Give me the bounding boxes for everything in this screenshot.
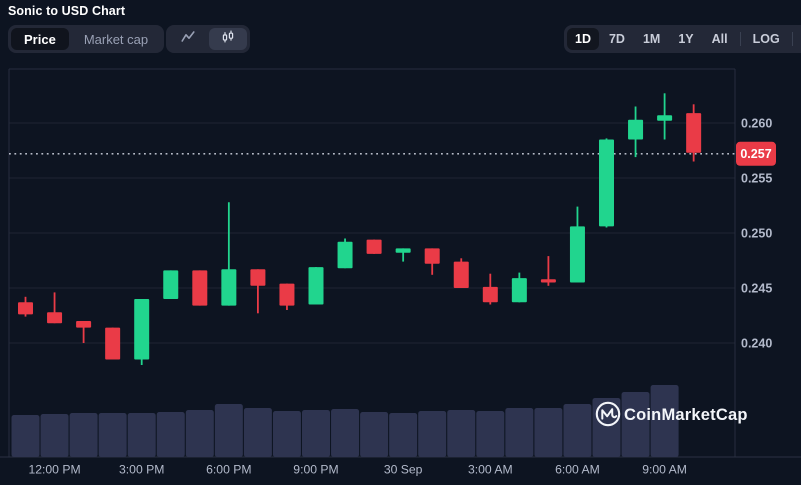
volume-bar bbox=[621, 392, 650, 457]
volume-bar bbox=[11, 415, 40, 457]
volume-bar bbox=[127, 413, 156, 457]
chart-header: Sonic to USD Chart Price Market cap bbox=[0, 0, 801, 60]
candle-body bbox=[192, 270, 208, 306]
volume-bar bbox=[98, 413, 127, 457]
volume-bar bbox=[563, 404, 592, 457]
current-price-badge-text: 0.257 bbox=[740, 147, 771, 161]
volume-bar bbox=[476, 411, 505, 457]
candle-body bbox=[686, 113, 702, 153]
price-axis-label: 0.255 bbox=[741, 171, 772, 185]
candle-body bbox=[76, 321, 92, 328]
candle-body bbox=[308, 267, 324, 305]
candle-body bbox=[337, 241, 353, 269]
coinmarketcap-logo-m bbox=[601, 408, 618, 420]
range-all-button[interactable]: All bbox=[711, 32, 728, 46]
chart-type-toggle bbox=[166, 25, 250, 53]
candle-body bbox=[511, 278, 527, 303]
candle-body bbox=[105, 327, 121, 360]
line-chart-button[interactable] bbox=[169, 28, 207, 50]
volume-bar bbox=[214, 404, 243, 457]
time-axis-label: 30 Sep bbox=[384, 463, 423, 477]
watermark-text: CoinMarketCap bbox=[624, 406, 748, 424]
page-title: Sonic to USD Chart bbox=[8, 4, 126, 18]
range-1d-button[interactable]: 1D bbox=[567, 28, 599, 50]
volume-bar bbox=[40, 414, 69, 457]
time-axis-label: 3:00 AM bbox=[468, 463, 513, 477]
price-tab[interactable]: Price bbox=[11, 28, 69, 50]
toolbar-divider bbox=[739, 32, 741, 46]
volume-bar bbox=[156, 412, 185, 457]
candle-body bbox=[540, 279, 556, 283]
candle-body bbox=[424, 248, 440, 264]
log-scale-button[interactable]: LOG bbox=[752, 32, 780, 46]
toolbar-divider bbox=[791, 32, 793, 46]
volume-bar bbox=[418, 411, 447, 457]
time-axis-label: 12:00 PM bbox=[28, 463, 80, 477]
candle-body bbox=[482, 286, 498, 303]
time-axis-label: 9:00 PM bbox=[293, 463, 338, 477]
volume-bar bbox=[243, 408, 272, 457]
volume-bar bbox=[302, 410, 330, 457]
time-range-toolbar: 1D 7D 1M 1Y All LOG ⋯ bbox=[564, 25, 801, 53]
candle-body bbox=[18, 302, 33, 315]
price-axis-label: 0.240 bbox=[741, 336, 772, 350]
range-1y-button[interactable]: 1Y bbox=[678, 32, 694, 46]
price-axis-label: 0.245 bbox=[741, 281, 772, 295]
candle-body bbox=[163, 270, 179, 299]
volume-bar bbox=[331, 409, 360, 457]
volume-bar bbox=[185, 410, 214, 457]
volume-bar bbox=[447, 410, 476, 457]
candle-body bbox=[279, 283, 295, 306]
candle-body bbox=[657, 115, 673, 121]
candlestick-icon bbox=[220, 29, 236, 50]
time-axis-label: 3:00 PM bbox=[119, 463, 164, 477]
volume-bar bbox=[534, 408, 563, 457]
range-1m-button[interactable]: 1M bbox=[642, 32, 661, 46]
time-axis-label: 9:00 AM bbox=[642, 463, 687, 477]
line-chart-icon bbox=[180, 29, 196, 50]
volume-bar bbox=[505, 408, 534, 457]
range-7d-button[interactable]: 7D bbox=[608, 32, 625, 46]
market-cap-tab[interactable]: Market cap bbox=[83, 31, 149, 47]
current-price-badge bbox=[736, 141, 776, 166]
time-axis-label: 6:00 PM bbox=[206, 463, 251, 477]
candle-body bbox=[250, 269, 266, 286]
candlestick-chart-button[interactable] bbox=[209, 28, 247, 50]
candle-body bbox=[134, 299, 150, 360]
candle-body bbox=[47, 312, 63, 324]
volume-bar bbox=[360, 412, 389, 457]
volume-bar bbox=[69, 413, 98, 457]
candle-body bbox=[453, 261, 469, 288]
candle-body bbox=[569, 226, 585, 283]
volume-bar bbox=[650, 385, 679, 457]
volume-bar bbox=[272, 411, 301, 457]
candle-body bbox=[395, 248, 411, 253]
volume-bar bbox=[389, 413, 418, 457]
time-axis-label: 6:00 AM bbox=[555, 463, 600, 477]
candle-body bbox=[366, 239, 382, 254]
volume-bar bbox=[592, 398, 621, 457]
price-marketcap-toggle: Price Market cap bbox=[8, 25, 165, 53]
price-axis-label: 0.260 bbox=[741, 116, 772, 130]
more-options-button[interactable]: ⋯ bbox=[797, 28, 801, 50]
candle-body bbox=[599, 139, 614, 227]
candle-body bbox=[628, 119, 644, 140]
coinmarketcap-logo-icon bbox=[595, 401, 621, 427]
price-axis-label: 0.250 bbox=[741, 226, 772, 240]
candle-body bbox=[221, 269, 237, 306]
